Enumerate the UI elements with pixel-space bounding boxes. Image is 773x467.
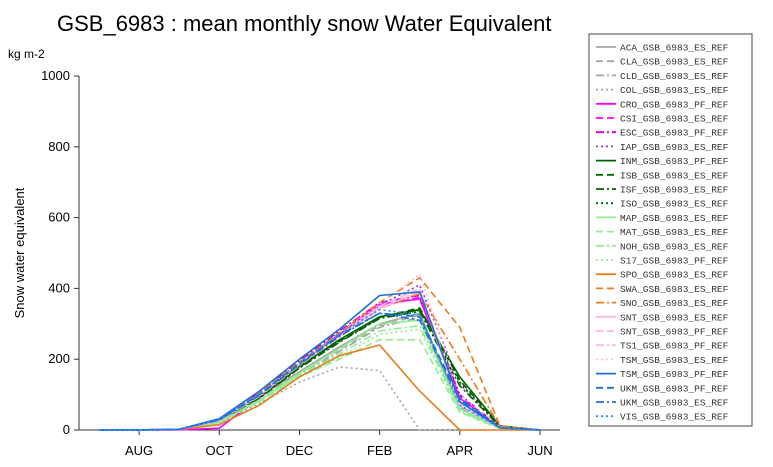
- y-axis-title: Snow water equivalent: [12, 187, 27, 318]
- y-tick-label: 1000: [41, 68, 70, 83]
- legend-label: CRO_GSB_6983_PF_REF: [620, 99, 729, 110]
- legend-label: ISB_GSB_6983_ES_REF: [620, 170, 729, 181]
- legend-label: ACA_GSB_6983_ES_REF: [620, 43, 729, 54]
- series-line-ukm-gsb-6983-pf-ref: [99, 312, 541, 431]
- legend-label: SWA_GSB_6983_ES_REF: [620, 284, 729, 295]
- legend-label: NOH_GSB_6983_ES_REF: [620, 241, 729, 252]
- chart-title: GSB_6983 : mean monthly snow Water Equiv…: [57, 11, 551, 36]
- legend-label: SNT_GSB_6983_ES_REF: [620, 312, 729, 323]
- x-tick-label: FEB: [367, 443, 392, 458]
- legend-label: UKM_GSB_6983_ES_REF: [620, 398, 729, 409]
- y-tick-label: 200: [48, 351, 70, 366]
- series-line-ukm-gsb-6983-es-ref: [99, 312, 541, 431]
- legend-label: SNT_GSB_6983_PF_REF: [620, 327, 729, 338]
- legend-label: MAP_GSB_6983_ES_REF: [620, 213, 729, 224]
- legend-label: CLD_GSB_6983_ES_REF: [620, 71, 729, 82]
- legend-label: VIS_GSB_6983_ES_REF: [620, 412, 729, 423]
- legend-label: ESC_GSB_6983_PF_REF: [620, 128, 729, 139]
- series-line-isb-gsb-6983-es-ref: [99, 307, 541, 431]
- y-tick-label: 400: [48, 280, 70, 295]
- legend-label: SPO_GSB_6983_ES_REF: [620, 270, 729, 281]
- y-tick-label: 800: [48, 139, 70, 154]
- legend-label: ISF_GSB_6983_ES_REF: [620, 185, 729, 196]
- legend-label: S17_GSB_6983_PF_REF: [620, 256, 729, 267]
- series-line-iap-gsb-6983-es-ref: [99, 284, 541, 431]
- legend-label: CSI_GSB_6983_ES_REF: [620, 114, 729, 125]
- y-tick-label: 0: [63, 422, 70, 437]
- legend-label: IAP_GSB_6983_ES_REF: [620, 142, 729, 153]
- y-tick-label: 600: [48, 210, 70, 225]
- series-line-esc-gsb-6983-pf-ref: [99, 294, 541, 431]
- legend-label: INM_GSB_6983_PF_REF: [620, 156, 729, 167]
- legend-label: TS1_GSB_6983_PF_REF: [620, 341, 729, 352]
- legend: ACA_GSB_6983_ES_REF CLA_GSB_6983_ES_REF CL…: [588, 33, 753, 427]
- axes: 0 200 400 600 800 1000 AUG OCT DEC FEB APR JUN: [41, 68, 560, 458]
- legend-label: TSM_GSB_6983_PF_REF: [620, 369, 729, 380]
- x-tick-label: AUG: [125, 443, 153, 458]
- legend-label: ISO_GSB_6983_ES_REF: [620, 199, 729, 210]
- legend-label: CLA_GSB_6983_ES_REF: [620, 57, 729, 68]
- legend-label: MAT_GSB_6983_ES_REF: [620, 227, 729, 238]
- series-line-tsm-gsb-6983-pf-ref: [99, 291, 541, 431]
- series-line-cld-gsb-6983-es-ref: [99, 316, 541, 431]
- series-line-mat-gsb-6983-es-ref: [99, 338, 541, 431]
- legend-label: UKM_GSB_6983_PF_REF: [620, 383, 729, 394]
- x-tick-label: JUN: [527, 443, 552, 458]
- series-line-noh-gsb-6983-es-ref: [99, 324, 541, 431]
- legend-box: [588, 33, 753, 427]
- x-tick-label: OCT: [206, 443, 234, 458]
- legend-label: COL_GSB_6983_ES_REF: [620, 85, 729, 96]
- legend-label: TSM_GSB_6983_ES_REF: [620, 355, 729, 366]
- legend-label: SNO_GSB_6983_ES_REF: [620, 298, 729, 309]
- x-tick-label: APR: [446, 443, 473, 458]
- plot-area: [99, 273, 541, 431]
- unit-label: kg m-2: [8, 47, 45, 61]
- x-tick-label: DEC: [286, 443, 313, 458]
- series-line-iso-gsb-6983-es-ref: [99, 309, 541, 431]
